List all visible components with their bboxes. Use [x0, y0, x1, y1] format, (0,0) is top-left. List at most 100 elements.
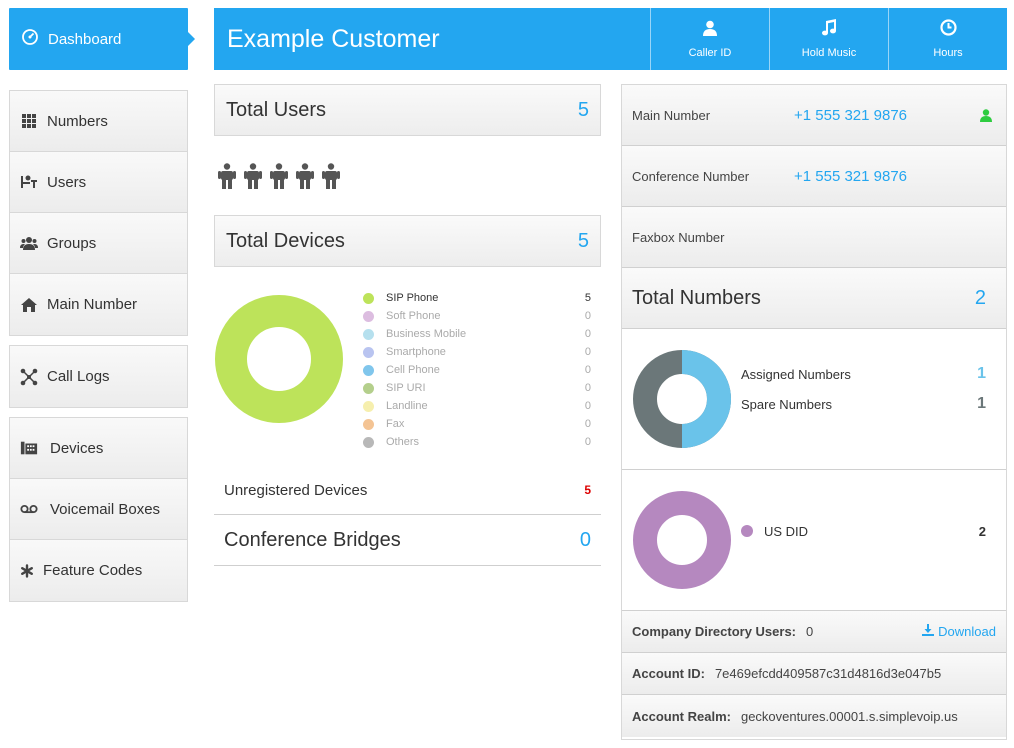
main-number-value[interactable]: +1 555 321 9876 — [794, 106, 908, 124]
legend-value: 0 — [584, 436, 591, 448]
conference-number-value[interactable]: +1 555 321 9876 — [794, 167, 908, 185]
conference-bridges-label: Conference Bridges — [224, 528, 401, 551]
legend-value: 0 — [584, 382, 591, 394]
main-number-label: Main Number — [632, 107, 711, 123]
sidebar-item-numbers[interactable]: Numbers — [10, 91, 187, 152]
assigned-numbers-label: Assigned Numbers — [741, 367, 851, 382]
faxbox-number-label: Faxbox Number — [632, 229, 725, 245]
sidebar-item-voicemail-boxes[interactable]: Voicemail Boxes — [10, 479, 187, 540]
asterisk-icon — [20, 562, 34, 580]
total-devices-panel[interactable]: Total Devices 5 — [214, 215, 601, 267]
sidebar-item-label: Main Number — [47, 296, 138, 313]
dashboard-nav-button[interactable]: Dashboard — [9, 8, 195, 70]
account-id-value: 7e469efcdd409587c31d4816d3e047b5 — [714, 666, 942, 681]
legend-label: Business Mobile — [386, 328, 467, 340]
download-link[interactable]: Download — [922, 624, 996, 639]
assigned-numbers-value: 1 — [977, 365, 986, 382]
number-usage-section: Assigned Numbers 1 Spare Numbers 1 — [622, 329, 1006, 470]
legend-label: SIP URI — [386, 382, 426, 394]
main-number-row[interactable]: Main Number +1 555 321 9876 — [622, 85, 1006, 146]
legend-label: Landline — [386, 400, 428, 412]
sidebar-item-call-logs[interactable]: Call Logs — [10, 346, 187, 407]
legend-dot — [363, 418, 374, 430]
company-directory-value: 0 — [806, 624, 814, 639]
conference-bridges-row[interactable]: Conference Bridges 0 — [214, 515, 601, 566]
active-arrow — [188, 32, 195, 46]
sidebar-item-label: Feature Codes — [43, 562, 143, 579]
legend-dot — [363, 382, 374, 394]
us-did-label: US DID — [764, 524, 809, 539]
customer-header: Example Customer Caller ID Hold Music Ho… — [214, 8, 1007, 70]
download-icon — [922, 624, 935, 639]
number-usage-donut — [632, 349, 732, 454]
unregistered-devices-label: Unregistered Devices — [224, 481, 368, 499]
legend-value: 5 — [584, 292, 591, 304]
us-did-legend-dot — [741, 525, 753, 537]
caller-id-button[interactable]: Caller ID — [650, 8, 769, 70]
number-type-section: US DID 2 — [622, 470, 1006, 611]
total-devices-label: Total Devices — [226, 229, 345, 252]
sidebar-item-users[interactable]: Users — [10, 152, 187, 213]
home-icon — [20, 296, 38, 314]
legend-value: 0 — [584, 310, 591, 322]
company-directory-row: Company Directory Users: 0 Download — [622, 611, 1006, 653]
account-realm-row: Account Realm: geckoventures.00001.s.sim… — [622, 695, 1006, 737]
legend-dot — [363, 292, 374, 304]
us-did-ring — [633, 491, 731, 589]
person-icon — [218, 163, 236, 189]
legend-label: Soft Phone — [386, 310, 441, 322]
user-assigned-icon — [980, 109, 992, 125]
sidebar-item-main-number[interactable]: Main Number — [10, 274, 187, 335]
total-users-label: Total Users — [226, 98, 327, 121]
total-numbers-label: Total Numbers — [632, 286, 761, 309]
spare-numbers-label: Spare Numbers — [741, 397, 833, 412]
sidebar-item-groups[interactable]: Groups — [10, 213, 187, 274]
legend-value: 0 — [584, 364, 591, 376]
legend-item: Fax 0 — [363, 415, 591, 433]
spare-numbers-value: 1 — [977, 395, 986, 412]
page-title: Example Customer — [227, 24, 440, 53]
dashboard-label: Dashboard — [48, 30, 122, 48]
us-did-value: 2 — [978, 524, 986, 539]
sidebar-group-main: Numbers Users Groups Main Number — [9, 90, 188, 336]
sidebar-item-label: Users — [47, 173, 87, 191]
download-label: Download — [938, 624, 996, 639]
legend-value: 0 — [584, 346, 591, 358]
account-id-row: Account ID: 7e469efcdd409587c31d4816d3e0… — [622, 653, 1006, 695]
account-realm-label: Account Realm: — [632, 708, 731, 724]
hold-music-label: Hold Music — [801, 47, 857, 59]
caller-id-label: Caller ID — [688, 46, 732, 59]
sidebar-group-logs: Call Logs — [9, 345, 188, 408]
legend-value: 0 — [584, 400, 591, 412]
dashboard-icon — [21, 28, 48, 50]
legend-dot — [363, 328, 374, 340]
conference-number-label: Conference Number — [632, 168, 750, 184]
faxbox-number-row[interactable]: Faxbox Number — [622, 207, 1006, 268]
account-realm-value: geckoventures.00001.s.simplevoip.us — [740, 708, 958, 724]
sidebar-item-label: Numbers — [47, 112, 108, 130]
users-icon — [20, 234, 38, 252]
legend-dot — [363, 346, 374, 358]
sidebar-item-label: Groups — [47, 234, 97, 252]
devices-donut-ring — [215, 295, 343, 423]
conference-number-row[interactable]: Conference Number +1 555 321 9876 — [622, 146, 1006, 207]
hold-music-button[interactable]: Hold Music — [769, 8, 888, 70]
legend-value: 0 — [584, 418, 591, 430]
number-type-donut — [632, 490, 732, 595]
unregistered-devices-row[interactable]: Unregistered Devices 5 — [214, 466, 601, 515]
devices-donut-chart — [214, 294, 344, 429]
legend-label: Fax — [386, 418, 405, 430]
unregistered-devices-count: 5 — [584, 483, 591, 497]
hours-button[interactable]: Hours — [888, 8, 1007, 70]
total-numbers-row[interactable]: Total Numbers 2 — [622, 268, 1006, 329]
sidebar-item-feature-codes[interactable]: Feature Codes — [10, 540, 187, 601]
sidebar-item-label: Voicemail Boxes — [50, 500, 161, 518]
person-icon — [296, 163, 314, 189]
music-icon — [821, 19, 837, 47]
legend-item: Landline 0 — [363, 397, 591, 415]
sidebar-item-devices[interactable]: Devices — [10, 418, 187, 479]
legend-label: SIP Phone — [386, 292, 439, 304]
total-users-panel[interactable]: Total Users 5 — [214, 84, 601, 136]
devices-legend: SIP Phone 5 Soft Phone 0 Business Mobile 0 Sma… — [363, 289, 591, 451]
sidebar-item-label: Call Logs — [47, 368, 110, 385]
